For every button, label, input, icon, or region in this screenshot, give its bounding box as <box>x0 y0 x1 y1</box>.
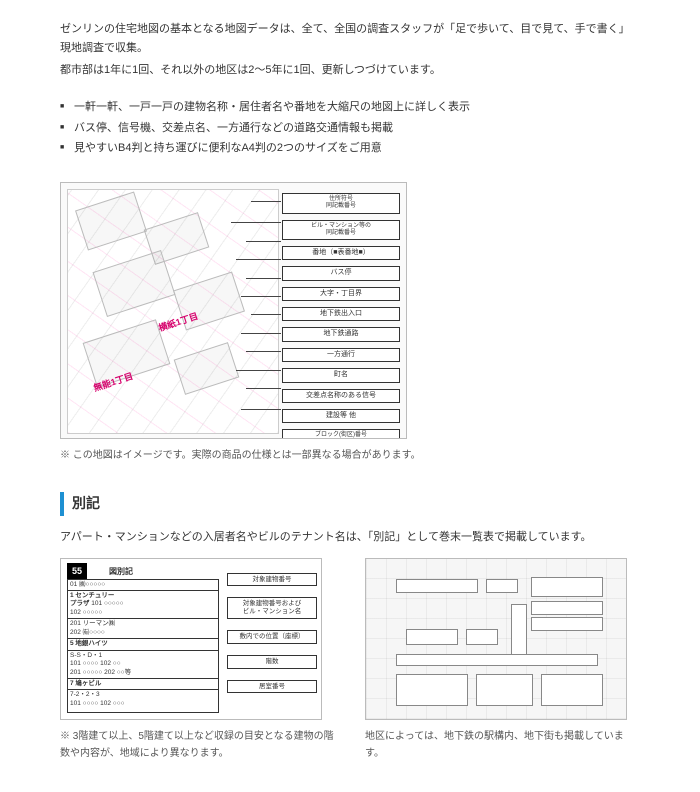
legend-caption: ※ 3階建て以上、5階建て以上など収録の目安となる建物の階数や内容が、地域により… <box>60 728 335 762</box>
legend-row: 1 センチュリープラザ 101 ○○○○○102 ○○○○○ <box>68 591 218 619</box>
legend-row: S-S・D・1101 ○○○○ 102 ○○201 ○○○○○ 202 ○○等 <box>68 651 218 679</box>
map-callout: 地下鉄出入口 <box>282 307 400 321</box>
map-callout: 交差点名称のある信号 <box>282 389 400 403</box>
map-callout: ブロック(街区)番号※町名番号※ <box>282 429 400 439</box>
feature-item: バス停、信号機、交差点名、一方通行などの道路交通情報も掲載 <box>60 119 640 138</box>
map-callout: 町名 <box>282 368 400 382</box>
legend-callout: 敷内での位置（座標） <box>227 630 317 644</box>
feature-item: 一軒一軒、一戸一戸の建物名称・居住者名や番地を大縮尺の地図上に詳しく表示 <box>60 98 640 117</box>
legend-callout: 居室番号 <box>227 680 317 694</box>
legend-row: 7 鳩ヶビル <box>68 679 218 690</box>
map-caption: ※ この地図はイメージです。実際の商品の仕様とは一部異なる場合があります。 <box>60 447 640 464</box>
ward-label: 横紙1丁目 <box>157 309 201 336</box>
legend-row: 5 地銀ハイツ <box>68 639 218 650</box>
legend-row: 01 ㈱○○○○○ <box>68 580 218 591</box>
intro-text: ゼンリンの住宅地図の基本となる地図データは、全て、全国の調査スタッフが「足で歩い… <box>60 20 640 80</box>
section-heading: 別記 <box>60 492 640 516</box>
legend-badge-label: 図別記 <box>109 565 133 579</box>
legend-row: 201 リーマン㈱202 ㈲○○○○ <box>68 619 218 639</box>
legend-callout: 対象建物番号 <box>227 573 317 587</box>
legend-callout: 対象建物番号およびビル・マンション名 <box>227 597 317 619</box>
map-callout: ビル・マンション等の同記載番号 <box>282 220 400 240</box>
legend-callouts: 対象建物番号 対象建物番号およびビル・マンション名 敷内での位置（座標） 階数 … <box>227 573 317 694</box>
intro-line-1: ゼンリンの住宅地図の基本となる地図データは、全て、全国の調査スタッフが「足で歩い… <box>60 20 640 57</box>
map-callout: 建設等 他 <box>282 409 400 423</box>
section-intro: アパート・マンションなどの入居者名やビルのテナント名は、「別記」として巻末一覧表… <box>60 528 640 547</box>
legend-callout: 階数 <box>227 655 317 669</box>
map-callout: バス停 <box>282 266 400 280</box>
intro-line-2: 都市部は1年に1回、それ以外の地区は2～5年に1回、更新しつづけています。 <box>60 61 640 80</box>
map-callout-list: 住所符号同記載番号 ビル・マンション等の同記載番号 番地（■表番地■） バス停 … <box>282 193 400 439</box>
legend-image: 55 図別記 01 ㈱○○○○○1 センチュリープラザ 101 ○○○○○102… <box>60 558 322 720</box>
feature-list: 一軒一軒、一戸一戸の建物名称・居住者名や番地を大縮尺の地図上に詳しく表示 バス停… <box>60 98 640 158</box>
map-callout: 番地（■表番地■） <box>282 246 400 260</box>
map-callout: 一方通行 <box>282 348 400 362</box>
legend-badge: 55 <box>67 563 87 580</box>
map-callout: 地下鉄通路 <box>282 327 400 341</box>
feature-item: 見やすいB4判と持ち運びに便利なA4判の2つのサイズをご用意 <box>60 139 640 158</box>
map-sample-image: 横紙1丁目 無能1丁目 住所符号同記載番号 ビル・マンション等の同記載番号 番地… <box>60 182 407 439</box>
map-callout: 住所符号同記載番号 <box>282 193 400 213</box>
map-callout: 大字・丁目界 <box>282 287 400 301</box>
underground-map-image <box>365 558 627 720</box>
underground-caption: 地区によっては、地下鉄の駅構内、地下街も掲載しています。 <box>365 728 640 762</box>
